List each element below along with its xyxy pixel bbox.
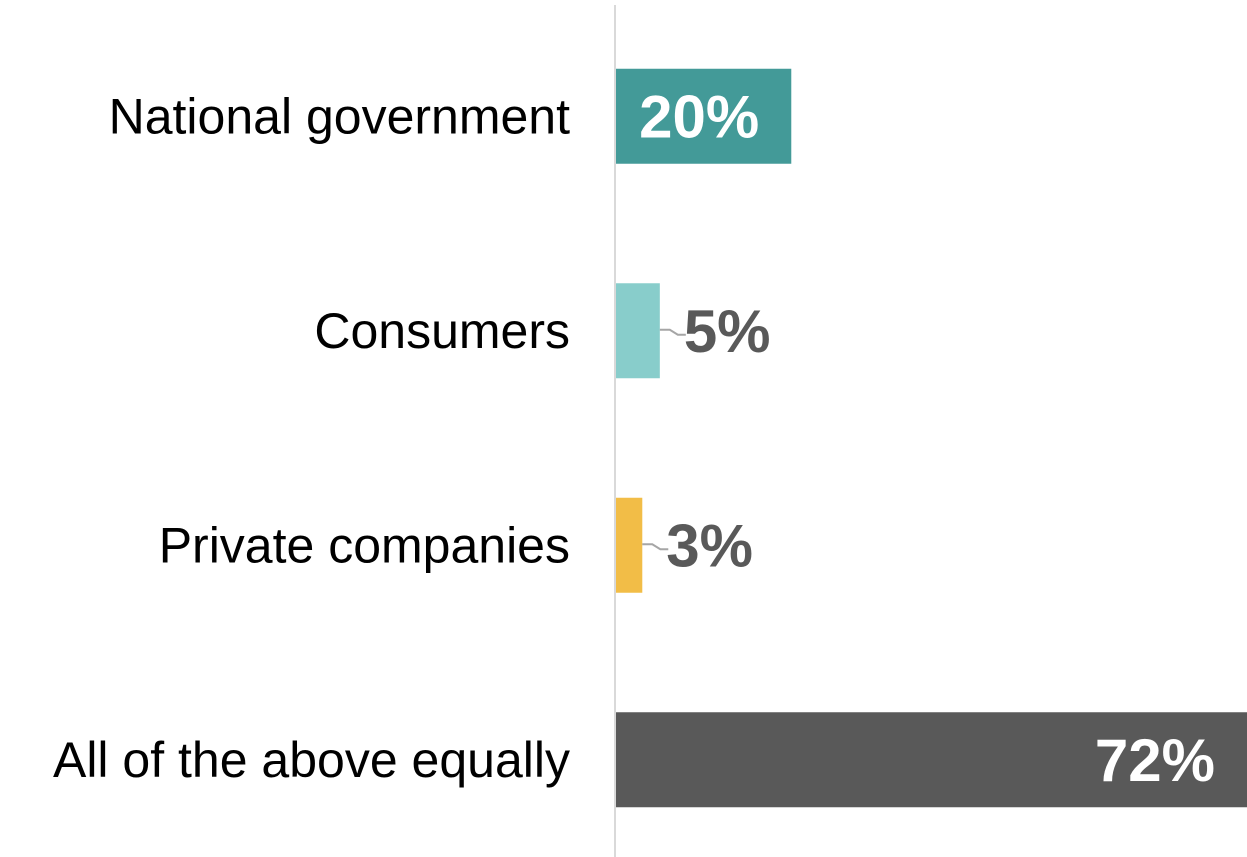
value-label-all-of-the-above-equally: 72% <box>1095 727 1215 794</box>
bars-layer <box>616 68 1247 808</box>
labels-layer: National government 20% Consumers 5% Private… <box>53 83 1215 794</box>
bar-all-of-the-above-equally <box>616 712 1247 808</box>
category-label-consumers: Consumers <box>314 303 570 359</box>
value-label-private-companies: 3% <box>666 512 753 579</box>
bar-national-government <box>616 68 792 164</box>
category-label-private-companies: Private companies <box>159 517 570 573</box>
category-label-all-of-the-above-equally: All of the above equally <box>53 732 570 788</box>
leader-line-private-companies <box>642 543 669 551</box>
value-label-consumers: 5% <box>684 298 771 365</box>
category-label-national-government: National government <box>109 88 570 144</box>
leader-line-consumers <box>659 328 686 336</box>
value-label-national-government: 20% <box>639 83 759 150</box>
bar-consumers <box>616 283 660 379</box>
bar-private-companies <box>616 497 643 593</box>
